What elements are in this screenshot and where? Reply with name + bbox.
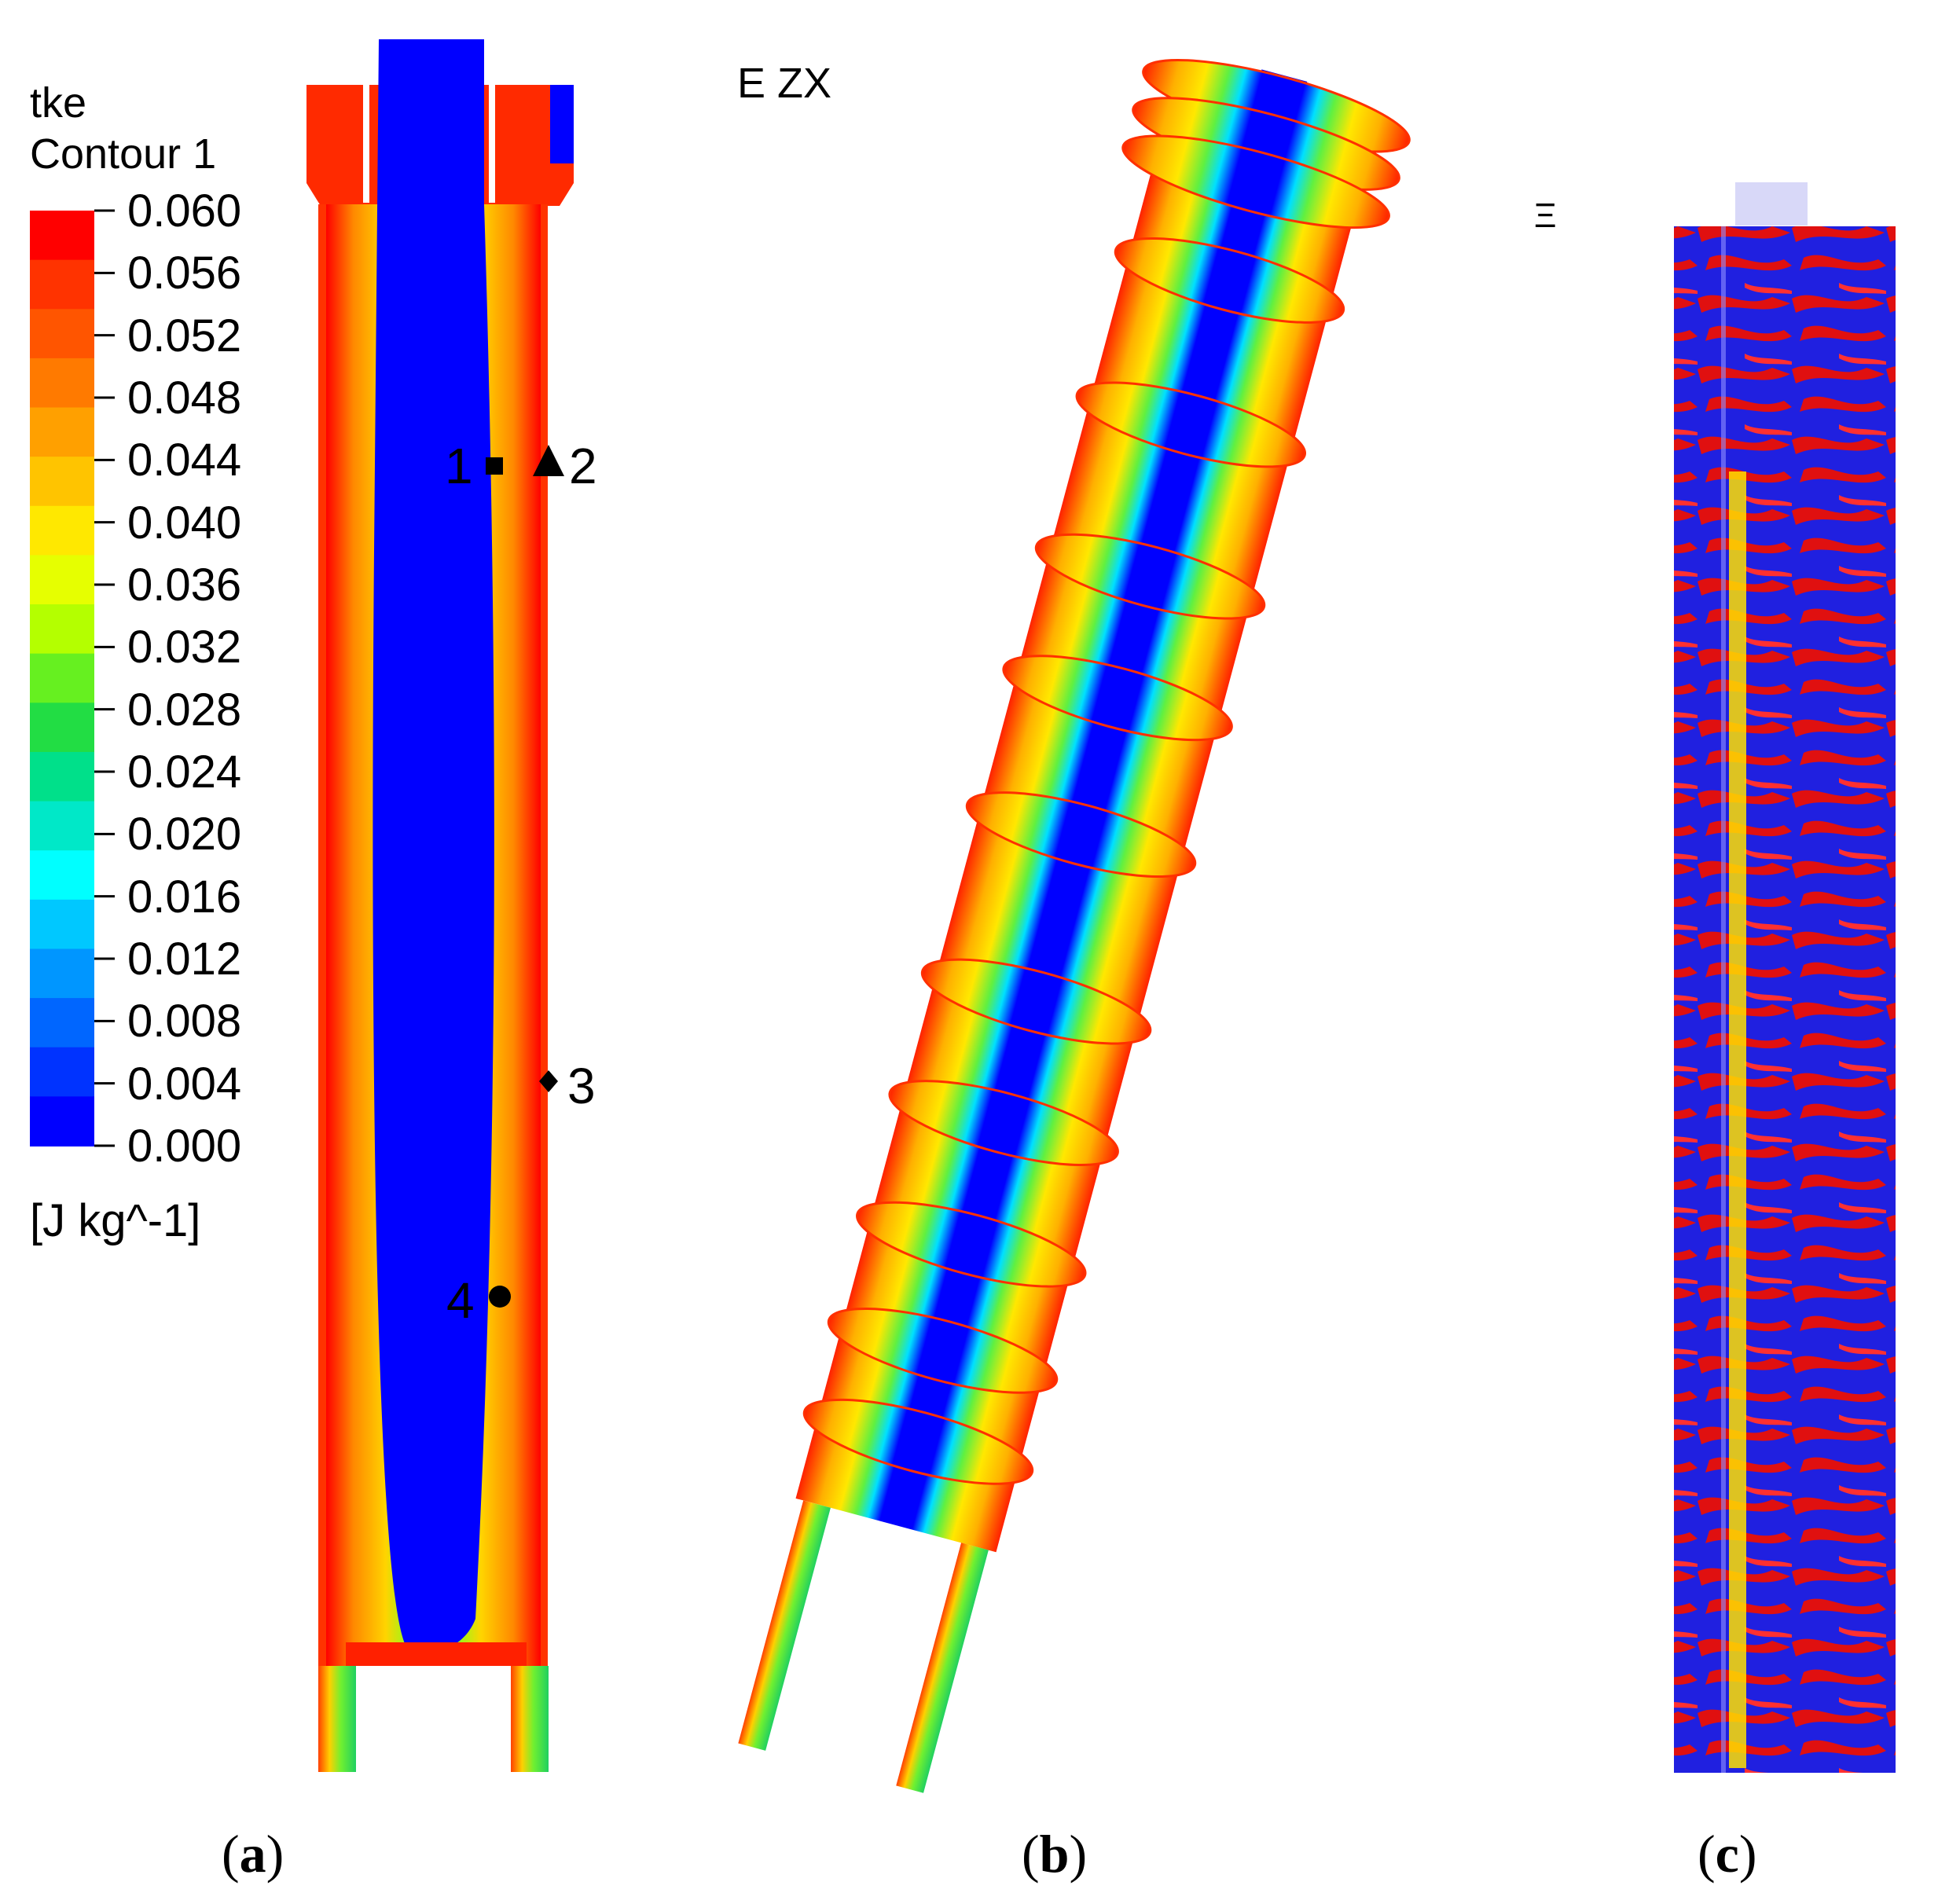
colorbar-tick-label: 0.052 bbox=[127, 310, 242, 361]
probe-4-marker bbox=[489, 1286, 511, 1308]
panel-b-view-label: E ZX bbox=[737, 60, 832, 107]
panel-a-label: (a) bbox=[222, 1824, 284, 1884]
panel-c-seam bbox=[1721, 226, 1726, 1773]
panel-b-slice-disk bbox=[1075, 381, 1307, 468]
panel-c-column bbox=[1674, 226, 1896, 1773]
colorbar-swatch bbox=[30, 505, 94, 556]
colorbar-swatch bbox=[30, 407, 94, 458]
colorbar-swatch bbox=[30, 850, 94, 901]
panel-b-leg-right bbox=[896, 1543, 989, 1793]
colorbar-tick-label: 0.024 bbox=[127, 747, 242, 798]
panel-b-slice-disk bbox=[1002, 655, 1233, 742]
colorbar-swatch bbox=[30, 653, 94, 704]
panel-a-contour bbox=[306, 39, 574, 1772]
panel-b-slice-disk bbox=[1034, 533, 1266, 620]
colorbar-tick-label: 0.004 bbox=[127, 1058, 242, 1110]
colorbar-ticks bbox=[94, 209, 115, 1147]
colorbar-swatch bbox=[30, 555, 94, 606]
colorbar-tick-label: 0.016 bbox=[127, 871, 242, 923]
panel-b-leg-left bbox=[738, 1500, 831, 1751]
colorbar-swatch bbox=[30, 703, 94, 753]
colorbar-tick-label: 0.020 bbox=[127, 809, 242, 860]
panel-c-wall-streak bbox=[1729, 471, 1746, 1768]
colorbar-swatch bbox=[30, 457, 94, 507]
colorbar-swatches bbox=[30, 211, 94, 1146]
panel-c-isosurface bbox=[1674, 182, 1896, 1773]
colorbar-tick-label: 0.036 bbox=[127, 559, 242, 611]
panel-a-core bbox=[373, 39, 494, 1653]
colorbar-tick-label: 0.044 bbox=[127, 435, 242, 486]
probe-1-label: 1 bbox=[445, 438, 473, 494]
colorbar-swatch bbox=[30, 998, 94, 1048]
colorbar-tick-label: 0.056 bbox=[127, 248, 242, 299]
colorbar-swatch bbox=[30, 751, 94, 802]
panel-a-slot-left bbox=[363, 85, 369, 203]
legend-variable: tke bbox=[30, 79, 87, 127]
probe-4-label: 4 bbox=[446, 1272, 475, 1329]
panel-a-bottom-band bbox=[346, 1642, 527, 1666]
probe-3-marker bbox=[539, 1070, 558, 1092]
colorbar bbox=[30, 209, 115, 1147]
colorbar-tick-label: 0.028 bbox=[127, 684, 242, 736]
panel-b-slice-disk bbox=[920, 958, 1152, 1045]
colorbar-swatch bbox=[30, 211, 94, 261]
colorbar-tick-label: 0.032 bbox=[127, 622, 242, 673]
panel-b-slice-disk bbox=[965, 791, 1197, 878]
panel-b-slice-disk bbox=[888, 1080, 1119, 1167]
colorbar-tick-label: 0.008 bbox=[127, 996, 242, 1047]
colorbar-tick-label: 0.040 bbox=[127, 497, 242, 548]
colorbar-swatch bbox=[30, 1047, 94, 1098]
colorbar-tick-label: 0.000 bbox=[127, 1121, 242, 1172]
probe-markers bbox=[486, 445, 564, 1308]
panel-b-slice-disk bbox=[856, 1201, 1087, 1288]
panel-b-contour bbox=[738, 58, 1411, 1793]
panel-c-view-label: Ξ bbox=[1534, 196, 1557, 235]
probe-3-label: 3 bbox=[567, 1058, 596, 1114]
colorbar-swatch bbox=[30, 1096, 94, 1146]
probe-1-marker bbox=[486, 457, 503, 475]
colorbar-swatch bbox=[30, 604, 94, 655]
panel-b-label: (b) bbox=[1022, 1824, 1088, 1884]
colorbar-swatch bbox=[30, 259, 94, 310]
panel-c-label: (c) bbox=[1698, 1824, 1757, 1884]
probe-2-label: 2 bbox=[569, 438, 597, 494]
colorbar-tick-label: 0.012 bbox=[127, 934, 242, 985]
panel-a-leg-left bbox=[318, 1666, 356, 1772]
colorbar-tick-label: 0.060 bbox=[127, 185, 242, 237]
panel-b-slice-disk bbox=[827, 1307, 1059, 1394]
probe-2-marker bbox=[533, 445, 564, 476]
colorbar-swatch bbox=[30, 948, 94, 1000]
panel-b-slices bbox=[802, 58, 1411, 1485]
panel-a-slot-right bbox=[489, 85, 495, 203]
colorbar-swatch bbox=[30, 358, 94, 409]
colorbar-swatch bbox=[30, 899, 94, 950]
colorbar-tick-label: 0.048 bbox=[127, 372, 242, 424]
panel-b-slice-disk bbox=[1114, 237, 1345, 324]
panel-b-slice-disk bbox=[1121, 134, 1390, 229]
panel-c-inlet bbox=[1735, 182, 1808, 226]
legend-contour-name: Contour 1 bbox=[30, 130, 217, 178]
panel-a-outlet bbox=[550, 85, 574, 163]
panel-b-slice-disk bbox=[802, 1398, 1034, 1485]
colorbar-swatch bbox=[30, 801, 94, 852]
legend-unit: [J kg^-1] bbox=[30, 1195, 201, 1246]
panel-a-leg-right bbox=[511, 1666, 549, 1772]
colorbar-swatch bbox=[30, 309, 94, 359]
